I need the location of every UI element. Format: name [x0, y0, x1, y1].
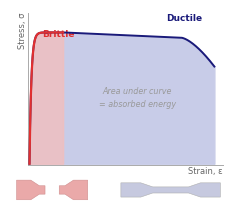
- Text: Area under curve
= absorbed energy: Area under curve = absorbed energy: [99, 87, 176, 109]
- Text: Ductile: Ductile: [166, 14, 202, 23]
- Y-axis label: Stress, σ: Stress, σ: [18, 13, 27, 49]
- Polygon shape: [59, 180, 88, 200]
- X-axis label: Strain, ε: Strain, ε: [188, 167, 223, 176]
- Text: Brittle: Brittle: [42, 30, 75, 39]
- Polygon shape: [121, 183, 220, 197]
- Polygon shape: [17, 180, 45, 200]
